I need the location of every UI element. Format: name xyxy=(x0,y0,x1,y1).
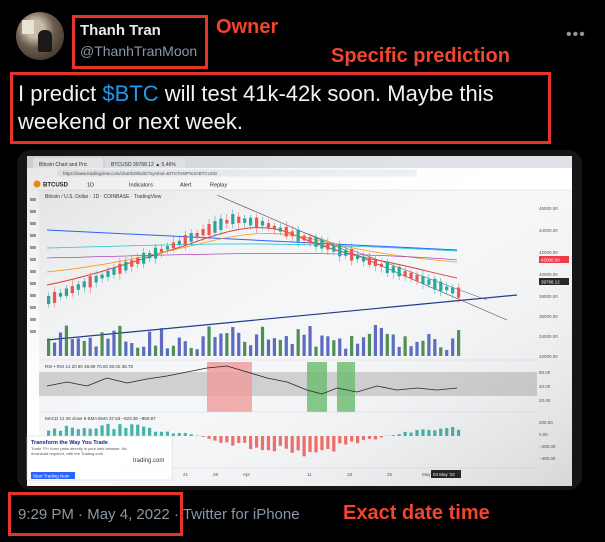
datetime-highlight-box xyxy=(8,492,183,536)
cashtag-link[interactable]: $BTC xyxy=(102,81,159,106)
tweet-prefix: I predict xyxy=(18,81,103,106)
meta-separator: · xyxy=(73,506,88,523)
tweet-text: I predict $BTC will test 41k-42k soon. M… xyxy=(18,80,548,136)
more-horizontal-icon[interactable]: ••• xyxy=(566,26,586,43)
avatar-window xyxy=(22,20,34,34)
author-name[interactable]: Thanh Tran xyxy=(80,22,161,39)
annotation-prediction: Specific prediction xyxy=(331,45,510,67)
tweet-date[interactable]: May 4, 2022 xyxy=(87,506,170,523)
tweet-source: Twitter for iPhone xyxy=(182,506,300,523)
tweet-suffix: will test 41k-42k soon. Maybe this weeke… xyxy=(18,81,494,134)
meta-separator: · xyxy=(169,506,183,523)
annotation-datetime: Exact date time xyxy=(343,502,490,524)
author-avatar[interactable] xyxy=(16,12,64,60)
prediction-highlight-box xyxy=(10,72,551,144)
chart-photo-svg: Bitcoin Chart and Pric BTCUSD 39788.12 ▲… xyxy=(17,150,582,490)
avatar-figure xyxy=(38,30,52,52)
annotation-owner: Owner xyxy=(216,16,279,38)
tweet-meta: 9:29 PM · May 4, 2022 · Twitter for iPho… xyxy=(18,506,300,523)
owner-highlight-box xyxy=(72,15,208,69)
tweet-photo[interactable]: Bitcoin Chart and Pric BTCUSD 39788.12 ▲… xyxy=(17,150,582,490)
tweet-time[interactable]: 9:29 PM xyxy=(18,506,74,523)
author-handle[interactable]: @ThanhTranMoon xyxy=(80,43,198,59)
